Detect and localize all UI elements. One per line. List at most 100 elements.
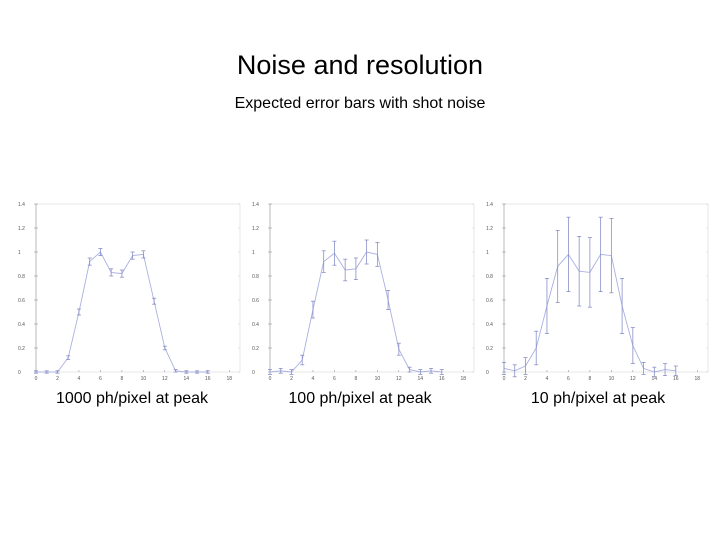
error-bar [673, 365, 678, 377]
x-tick-label: 14 [184, 376, 190, 382]
y-tick-label: 1.2 [252, 226, 259, 232]
x-tick-label: 6 [333, 376, 336, 382]
error-bar [587, 237, 592, 308]
error-bar [289, 369, 294, 375]
chart-panel-100: 0 0.2 0.4 0.6 0.8 1 1.2 1.4 0 2 4 6 8 10 12 14 16 18 [244, 190, 480, 385]
x-tick-label: 6 [99, 376, 102, 382]
x-tick-label: 16 [205, 376, 211, 382]
error-bar [109, 268, 114, 277]
x-tick-label: 8 [589, 376, 592, 382]
x-tick-label: 14 [652, 376, 658, 382]
chart-panel-10: 0 0.2 0.4 0.6 0.8 1 1.2 1.4 0 2 4 6 8 10 12 14 16 18 [478, 190, 714, 385]
error-bar [268, 369, 272, 375]
error-bar [544, 278, 549, 335]
error-bar [278, 367, 283, 374]
x-tick-label: 10 [141, 376, 147, 382]
chart-svg-100: 0 0.2 0.4 0.6 0.8 1 1.2 1.4 0 2 4 6 8 10 12 14 16 18 [252, 202, 475, 382]
x-tick-label: 2 [56, 376, 59, 382]
error-bar [598, 216, 603, 292]
error-bar [620, 278, 625, 335]
x-tick-label: 4 [312, 376, 315, 382]
y-tick-label: 0.6 [252, 298, 259, 304]
error-bar [205, 370, 210, 374]
y-tick-label: 0.2 [18, 346, 25, 352]
error-bar [332, 240, 337, 266]
y-tick-label: 1.2 [486, 226, 493, 232]
error-bar [300, 354, 305, 366]
error-bar [375, 242, 380, 267]
y-tick-label: 1.4 [486, 202, 493, 208]
error-bar [439, 369, 444, 375]
y-tick-label: 0.2 [486, 346, 493, 352]
error-bar [652, 366, 657, 378]
y-tick-label: 0 [486, 370, 489, 376]
error-bar [76, 308, 81, 316]
error-bar [396, 342, 401, 356]
x-tick-label: 2 [290, 376, 293, 382]
error-bar [555, 230, 560, 303]
error-bar [418, 369, 423, 375]
slide-title: Noise and resolution [236, 50, 484, 80]
error-bar [407, 366, 412, 373]
x-tick-label: 12 [162, 376, 168, 382]
slide-subtitle: Expected error bars with shot noise [234, 95, 486, 112]
x-tick-label: 2 [524, 376, 527, 382]
x-tick-label: 4 [546, 376, 549, 382]
plot-frame [269, 203, 475, 373]
y-tick-label: 0.4 [486, 322, 493, 328]
error-bar [641, 361, 646, 375]
x-tick-label: 12 [630, 376, 636, 382]
error-bar [386, 290, 391, 310]
x-tick-label: 18 [460, 376, 466, 382]
error-bar [195, 370, 200, 374]
x-tick-label: 16 [673, 376, 679, 382]
x-tick-label: 14 [418, 376, 424, 382]
caption-10: 10 ph/pixel at peak [530, 390, 666, 407]
y-tick-label: 0.8 [18, 274, 25, 280]
x-tick-label: 18 [694, 376, 700, 382]
error-bar [502, 361, 506, 375]
error-bar [663, 363, 668, 377]
error-bar [310, 300, 315, 319]
x-tick-label: 8 [121, 376, 124, 382]
x-tick-label: 10 [375, 376, 381, 382]
y-tick-label: 0.4 [252, 322, 259, 328]
plot-frame [503, 203, 709, 373]
y-tick-label: 0 [18, 370, 21, 376]
error-bar [630, 327, 635, 365]
y-tick-label: 0.2 [252, 346, 259, 352]
error-bar [34, 370, 38, 374]
error-bar [343, 258, 348, 282]
y-tick-label: 1.2 [18, 226, 25, 232]
error-bar [162, 345, 167, 351]
error-bar [98, 248, 103, 256]
error-bar [87, 257, 92, 266]
error-bar [577, 236, 582, 307]
x-tick-label: 10 [609, 376, 615, 382]
caption-1000: 1000 ph/pixel at peak [55, 390, 209, 407]
error-bar [534, 330, 539, 366]
y-tick-label: 1.4 [252, 202, 259, 208]
y-tick-label: 0.6 [486, 298, 493, 304]
x-tick-label: 8 [355, 376, 358, 382]
error-bar [609, 217, 614, 294]
error-bar [512, 364, 517, 378]
error-bar [566, 216, 571, 292]
y-tick-label: 0.8 [486, 274, 493, 280]
error-bar [429, 367, 434, 374]
error-bar [119, 269, 124, 278]
y-tick-label: 0.4 [18, 322, 25, 328]
error-bar [44, 370, 49, 374]
y-tick-label: 0.6 [18, 298, 25, 304]
x-tick-label: 0 [35, 376, 38, 382]
y-tick-label: 0.8 [252, 274, 259, 280]
error-bar [152, 297, 157, 305]
x-tick-label: 0 [503, 376, 506, 382]
error-bar [364, 239, 369, 265]
x-tick-label: 4 [78, 376, 81, 382]
chart-panel-1000: 0 0.2 0.4 0.6 0.8 1 1.2 1.4 0 2 4 6 8 10 12 14 16 18 [10, 190, 246, 385]
error-bar [173, 369, 178, 373]
y-tick-label: 1 [486, 250, 489, 256]
y-tick-label: 1 [18, 250, 21, 256]
error-bar [141, 250, 146, 259]
